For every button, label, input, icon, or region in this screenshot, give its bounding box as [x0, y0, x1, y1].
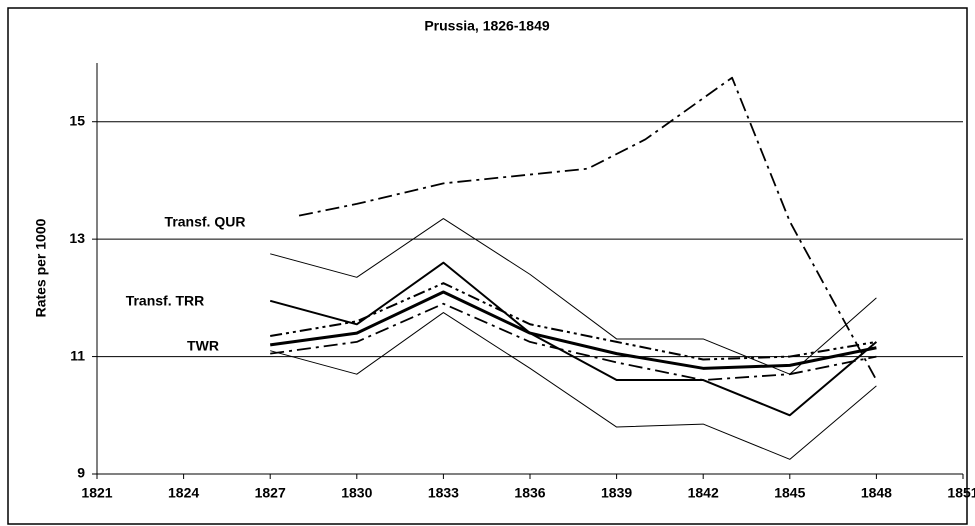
y-tick-label: 15: [69, 112, 85, 128]
chart-frame: [7, 7, 968, 525]
x-tick-label: 1851: [947, 485, 975, 501]
series-label-bg: [158, 211, 252, 232]
series-line: [270, 312, 877, 460]
series-label-bg: [181, 335, 225, 356]
x-tick-label: 1833: [428, 485, 459, 501]
x-tick-label: 1839: [601, 485, 632, 501]
series-label-bg: [119, 290, 211, 311]
x-tick-label: 1824: [168, 485, 199, 501]
x-tick-label: 1821: [81, 485, 112, 501]
series-line: [269, 261, 878, 417]
series-line: [270, 282, 877, 361]
series-line: [269, 290, 877, 370]
x-tick-label: 1827: [255, 485, 286, 501]
y-tick-label: 11: [70, 347, 85, 363]
y-tick-label: 9: [77, 465, 85, 481]
series-label: Transf. QUR: [165, 214, 246, 230]
series-line: [270, 302, 877, 381]
series-line: [298, 76, 878, 381]
series-label: TWR: [187, 338, 219, 354]
x-tick-label: 1836: [514, 485, 545, 501]
y-axis-label: Rates per 1000: [33, 218, 49, 317]
y-tick-label: 13: [69, 230, 85, 246]
series-label: Transf. TRR: [126, 293, 205, 309]
x-tick-label: 1842: [688, 485, 719, 501]
chart-title: Prussia, 1826-1849: [424, 18, 550, 34]
x-tick-label: 1845: [774, 485, 805, 501]
x-tick-label: 1848: [861, 485, 892, 501]
x-tick-label: 1830: [341, 485, 372, 501]
series-line: [270, 218, 877, 375]
